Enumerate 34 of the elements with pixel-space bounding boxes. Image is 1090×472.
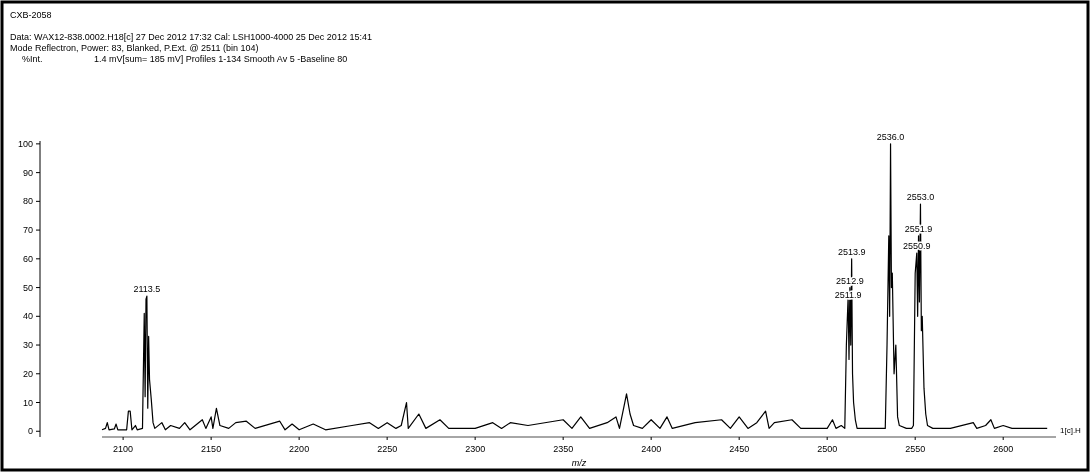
y-tick-label: 40 — [22, 311, 33, 322]
text: Mode Reflectron, Power: 83, Blanked, P.Ext. @ 2511 (bin 104) — [10, 43, 259, 53]
x-tick-label: 2200 — [289, 444, 310, 454]
y-tick-label: 50 — [22, 282, 33, 293]
x-tick-label: 2600 — [993, 444, 1014, 454]
text: 1.4 mV[sum= 185 mV] Profiles 1-134 Smooth Av 5 -Baseline 80 — [94, 54, 348, 64]
x-tick-label: 2400 — [641, 444, 662, 454]
x-tick-label: 2150 — [201, 444, 222, 454]
y-tick-label: 30 — [22, 340, 33, 351]
chart-title: CXB-2058 — [10, 10, 52, 20]
line-series — [101, 143, 1048, 431]
x-tick-label: 2100 — [113, 444, 134, 454]
x-tick-label: 2250 — [377, 444, 398, 454]
y-tick-label: 90 — [22, 167, 33, 178]
y-tick-label: 10 — [22, 397, 33, 408]
x-tick-label: 2450 — [729, 444, 750, 454]
annotation: 2513.9 — [837, 246, 866, 257]
annotation: 2113.5 — [133, 284, 161, 295]
y-tick-label: 70 — [22, 225, 33, 236]
annotation: 2536.0 — [876, 131, 905, 142]
y-tick-label: 60 — [22, 253, 33, 264]
y-tick-label: 0 — [27, 426, 33, 437]
chart-subtitle: Data: WAX12-838.0002.H18[c] 27 Dec 2012 17:32 Cal: LSH1000-4000 25 Dec 2012 15:41 — [10, 32, 372, 42]
x-tick-label: 2550 — [905, 444, 926, 454]
text: %Int. — [22, 54, 43, 64]
x-axis-title: m/z — [571, 458, 587, 468]
x-tick-label: 2300 — [465, 444, 486, 454]
x-tick-label: 2350 — [553, 444, 574, 454]
y-tick-label: 100 — [17, 138, 33, 149]
y-tick-label: 20 — [22, 368, 33, 379]
x-tick-label: 2500 — [817, 444, 838, 454]
annotation: 2553.0 — [906, 192, 935, 203]
text: 1[c].H — [1060, 426, 1082, 435]
y-tick-label: 80 — [22, 196, 33, 207]
